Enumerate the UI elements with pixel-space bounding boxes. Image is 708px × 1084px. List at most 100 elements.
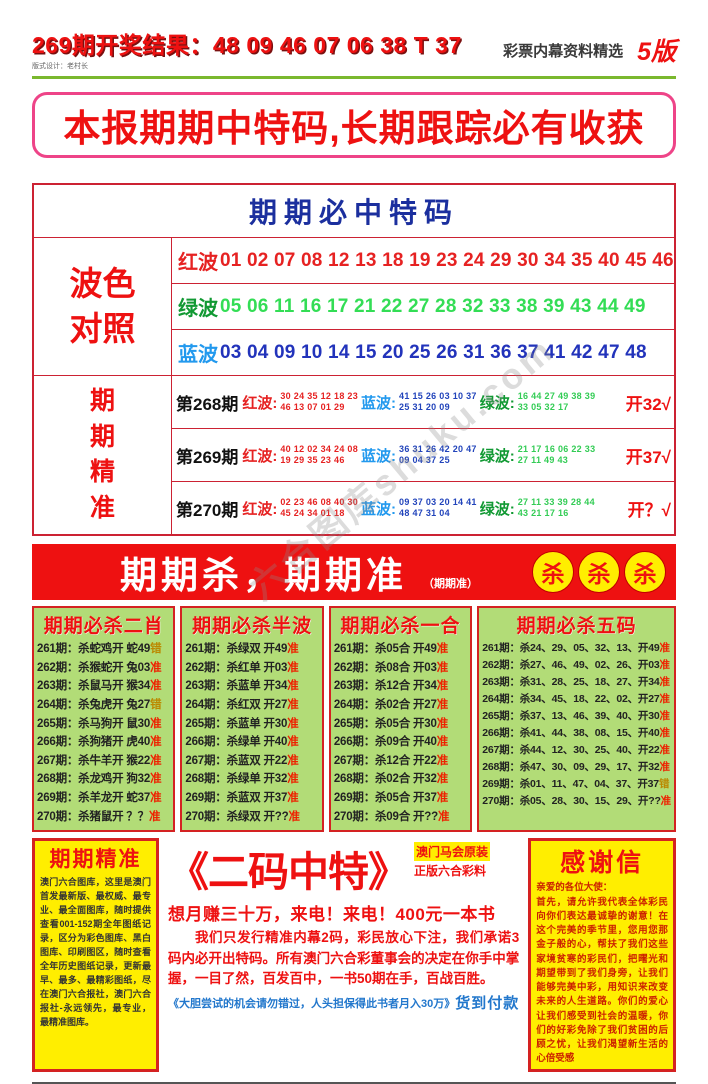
center-body: 我们只发行精准内幕2码，彩民放心下注，我们承诺3码内必开出特码。所有澳门六合彩董… xyxy=(167,930,520,986)
kill-row-text: 263期：杀31、28、25、18、27、开34 xyxy=(482,676,660,688)
kill-row: 263期：杀12合 开34准 xyxy=(334,677,467,696)
center-side-labels: 澳门马会原装 正版六合彩料 xyxy=(413,842,490,879)
red-wave-group-label: 红波: xyxy=(242,500,278,518)
period-result: 开32√ xyxy=(625,394,671,414)
kill-row: 270期：杀猪鼠开 ？？准 xyxy=(37,808,170,827)
kill-row: 264期：杀兔虎开 兔27错 xyxy=(37,696,170,715)
kill-row-text: 268期：杀绿单 开32 xyxy=(185,773,288,786)
kill-row: 261期：杀05合 开49准 xyxy=(334,640,467,659)
wave-row: 蓝波 03 04 09 10 14 15 20 25 26 31 36 37 41… xyxy=(172,329,674,375)
kill-row: 269期：杀01、11、47、04、37、开37错 xyxy=(482,776,671,793)
green-wave-numbers: 27 11 33 39 28 44 43 21 17 16 xyxy=(518,497,595,520)
kill-row-verdict: 准 xyxy=(287,717,299,730)
kill-row-verdict: 准 xyxy=(436,680,449,693)
kill-row-verdict: 准 xyxy=(436,698,449,711)
kill-row: 262期：杀猴蛇开 兔03准 xyxy=(37,659,170,678)
kill-row: 263期：杀鼠马开 猴34准 xyxy=(37,677,170,696)
kill-row-verdict: 准 xyxy=(287,680,299,693)
kill-row-verdict: 错 xyxy=(150,643,162,655)
kill-row: 269期：杀羊龙开 蛇37准 xyxy=(37,789,170,808)
center-headline: 想月赚三十万，来电！来电！400元一本书 xyxy=(167,905,496,925)
kill-row-text: 263期：杀鼠马开 猴34 xyxy=(37,680,151,693)
kill-row-verdict: 准 xyxy=(660,795,672,807)
kill-row-verdict: 准 xyxy=(436,643,449,655)
numbers-line: 09 04 37 25 xyxy=(399,455,450,465)
kill-row-verdict: 准 xyxy=(288,810,300,823)
kill-row-text: 267期：杀12合 开22 xyxy=(333,754,437,767)
period-rows: 第268期 红波: 30 24 35 12 18 23 46 13 07 01 29 蓝… xyxy=(172,376,674,534)
kill-row-verdict: 准 xyxy=(436,717,449,730)
numbers-line: 27 11 33 39 28 44 xyxy=(517,496,595,507)
page-bottom-rule xyxy=(32,1081,676,1084)
kill-row: 269期：杀蓝双 开37准 xyxy=(185,789,318,808)
kill-row-text: 265期：杀37、13、46、39、40、开30 xyxy=(482,710,660,722)
kill-row-verdict: 准 xyxy=(148,810,161,823)
kill-banner-title: 期期杀，期期准 xyxy=(120,555,407,596)
kill-row-text: 269期：杀羊龙开 蛇37 xyxy=(37,792,151,804)
center-side-label-1: 澳门马会原装 xyxy=(413,842,490,862)
kill-row: 266期：杀09合 开40准 xyxy=(334,733,467,752)
kill-badge: 杀 xyxy=(532,551,574,593)
kill-row-verdict: 准 xyxy=(659,727,671,739)
kill-row-verdict: 准 xyxy=(659,710,671,722)
kill-row-verdict: 准 xyxy=(659,761,671,773)
kill-row-text: 265期：杀马狗开 鼠30 xyxy=(37,717,151,730)
kill-row-verdict: 错 xyxy=(658,778,670,790)
kill-row: 267期：杀蓝双 开22准 xyxy=(185,752,318,771)
kill-row: 263期：杀蓝单 开34准 xyxy=(185,677,318,696)
numbers-line: 45 24 34 01 18 xyxy=(280,508,345,518)
bottom-center-box: 《二码中特》 澳门马会原装 正版六合彩料 想月赚三十万，来电！来电！400元一本… xyxy=(164,838,523,1071)
kill-row: 262期：杀27、46、49、02、26、开03准 xyxy=(482,657,671,674)
kill-row: 267期：杀44、12、30、25、40、开22准 xyxy=(482,742,671,759)
blue-wave-group-label: 蓝波: xyxy=(361,394,397,412)
kill-row-text: 262期：杀红单 开03 xyxy=(185,661,288,674)
kill-row: 268期：杀龙鸡开 狗32准 xyxy=(37,770,170,789)
kill-row-verdict: 准 xyxy=(659,693,671,705)
kill-row-verdict: 准 xyxy=(287,643,299,655)
kill-row: 266期：杀狗猪开 虎40准 xyxy=(37,733,170,752)
center-title-row: 《二码中特》 澳门马会原装 正版六合彩料 xyxy=(168,838,519,898)
kill-row: 269期：杀05合 开37准 xyxy=(334,789,467,808)
wave-rows: 红波 01 02 07 08 12 13 18 19 23 24 29 30 34… xyxy=(172,238,674,375)
kill-row: 268期：杀02合 开32准 xyxy=(334,770,467,789)
kill-banner: 期期杀，期期准 （期期准） 杀杀杀 xyxy=(32,544,676,600)
center-footer-row: 《大胆尝试的机会请勿错过，人头担保得此书者月入30万》 货到付款 xyxy=(168,992,519,1013)
kill-row-text: 261期：杀蛇鸡开 蛇49 xyxy=(37,643,151,655)
numbers-line: 02 23 46 08 40 30 xyxy=(280,496,359,507)
header-left: 269期开奖结果：48 09 46 07 06 38 T 37 版式设计：老村长 xyxy=(32,26,462,71)
precise-label-char: 期 xyxy=(89,387,115,415)
kill-row-verdict: 准 xyxy=(287,661,299,674)
numbers-line: 43 21 17 16 xyxy=(517,508,569,518)
bottom-left-body: 澳门六合图库，这里是澳门首发最新版、最权威、最专业、最全面图库，随时提供查看00… xyxy=(40,877,151,1027)
kill-row: 265期：杀05合 开30准 xyxy=(334,715,467,734)
kill-row-verdict: 准 xyxy=(659,676,671,688)
numbers-line: 25 31 20 09 xyxy=(399,402,450,412)
kill-row-text: 270期：杀绿双 开?? xyxy=(185,810,289,823)
kill-row-text: 267期：杀蓝双 开22 xyxy=(185,754,288,767)
red-wave-numbers: 40 12 02 34 24 08 19 29 35 23 46 xyxy=(280,444,358,467)
kill-row: 270期：杀绿双 开??准 xyxy=(185,808,318,827)
kill-row: 267期：杀牛羊开 猴22准 xyxy=(37,752,170,771)
period-label: 第268期 xyxy=(176,394,239,414)
period-section-label: 期期精准 xyxy=(34,376,172,534)
kill-row-verdict: 准 xyxy=(437,810,450,823)
kill-row-text: 261期：杀05合 开49 xyxy=(333,643,437,655)
blue-wave-group-label: 蓝波: xyxy=(361,500,397,518)
kill-row: 264期：杀02合 开27准 xyxy=(334,696,467,715)
kill-row-verdict: 准 xyxy=(287,736,299,749)
kill-row-verdict: 准 xyxy=(150,754,162,767)
precise-label-char: 期 xyxy=(89,422,115,451)
wave-row: 红波 01 02 07 08 12 13 18 19 23 24 29 30 34… xyxy=(172,238,674,283)
kill-row-verdict: 准 xyxy=(150,773,162,786)
kill-row-text: 269期：杀01、11、47、04、37、开37 xyxy=(482,778,659,790)
kill-row-verdict: 准 xyxy=(150,680,162,693)
kill-row-text: 269期：杀05合 开37 xyxy=(333,792,437,804)
kill-column-title: 期期必杀半波 xyxy=(192,616,313,637)
kill-row: 261期：杀24、29、05、32、13、开49准 xyxy=(482,640,671,657)
numbers-line: 48 47 31 04 xyxy=(399,508,450,518)
kill-column: 期期必杀二肖 261期：杀蛇鸡开 蛇49错 262期：杀猴蛇开 兔03准 263期：杀… xyxy=(32,606,176,833)
kill-row: 265期：杀37、13、46、39、40、开30准 xyxy=(482,708,671,725)
kill-row-verdict: 准 xyxy=(436,661,449,674)
kill-row: 261期：杀蛇鸡开 蛇49错 xyxy=(37,640,170,659)
kill-row: 262期：杀08合 开03准 xyxy=(334,659,467,678)
